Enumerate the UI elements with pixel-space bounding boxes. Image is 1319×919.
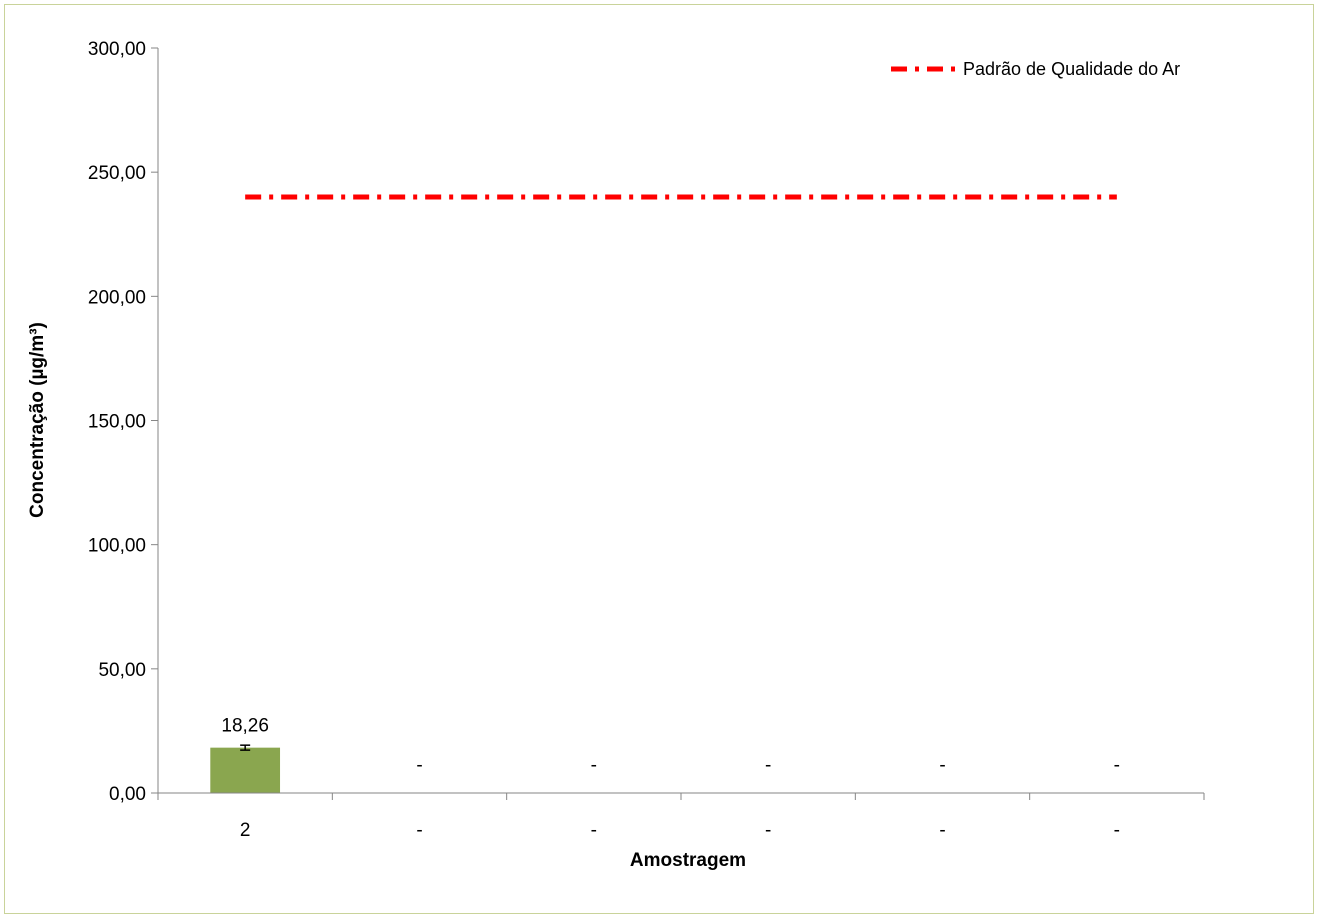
x-tick-label: -: [591, 820, 597, 841]
bars: [210, 744, 281, 793]
data-label: 18,26: [221, 716, 269, 737]
data-label: -: [416, 755, 422, 776]
y-tick-label: 250,00: [88, 163, 146, 184]
legend: Padrão de Qualidade do Ar: [891, 59, 1180, 79]
y-axis-title: Concentração (µg/m³): [27, 322, 48, 518]
x-tick-label: 2: [240, 820, 251, 841]
x-tick-label: -: [939, 820, 945, 841]
y-tick-label: 100,00: [88, 536, 146, 557]
x-axis-ticks: 2 - - - - -: [157, 793, 1205, 841]
x-tick-label: -: [765, 820, 771, 841]
x-axis-title: Amostragem: [630, 850, 746, 871]
data-label: -: [591, 755, 597, 776]
data-labels: 18,26 - - - - -: [221, 716, 1120, 776]
x-tick-label: -: [416, 820, 422, 841]
data-label: -: [1114, 755, 1120, 776]
y-tick-label: 300,00: [88, 39, 146, 60]
data-label: -: [765, 755, 771, 776]
y-tick-label: 50,00: [98, 660, 146, 681]
bar: [210, 747, 281, 793]
y-axis-ticks: 0,00 50,00 100,00 150,00 200,00 250,00 300,00: [88, 39, 158, 805]
x-tick-label: -: [1114, 820, 1120, 841]
y-tick-label: 0,00: [109, 784, 146, 805]
y-tick-label: 200,00: [88, 287, 146, 308]
y-tick-label: 150,00: [88, 412, 146, 433]
data-label: -: [939, 755, 945, 776]
legend-label: Padrão de Qualidade do Ar: [963, 59, 1180, 79]
